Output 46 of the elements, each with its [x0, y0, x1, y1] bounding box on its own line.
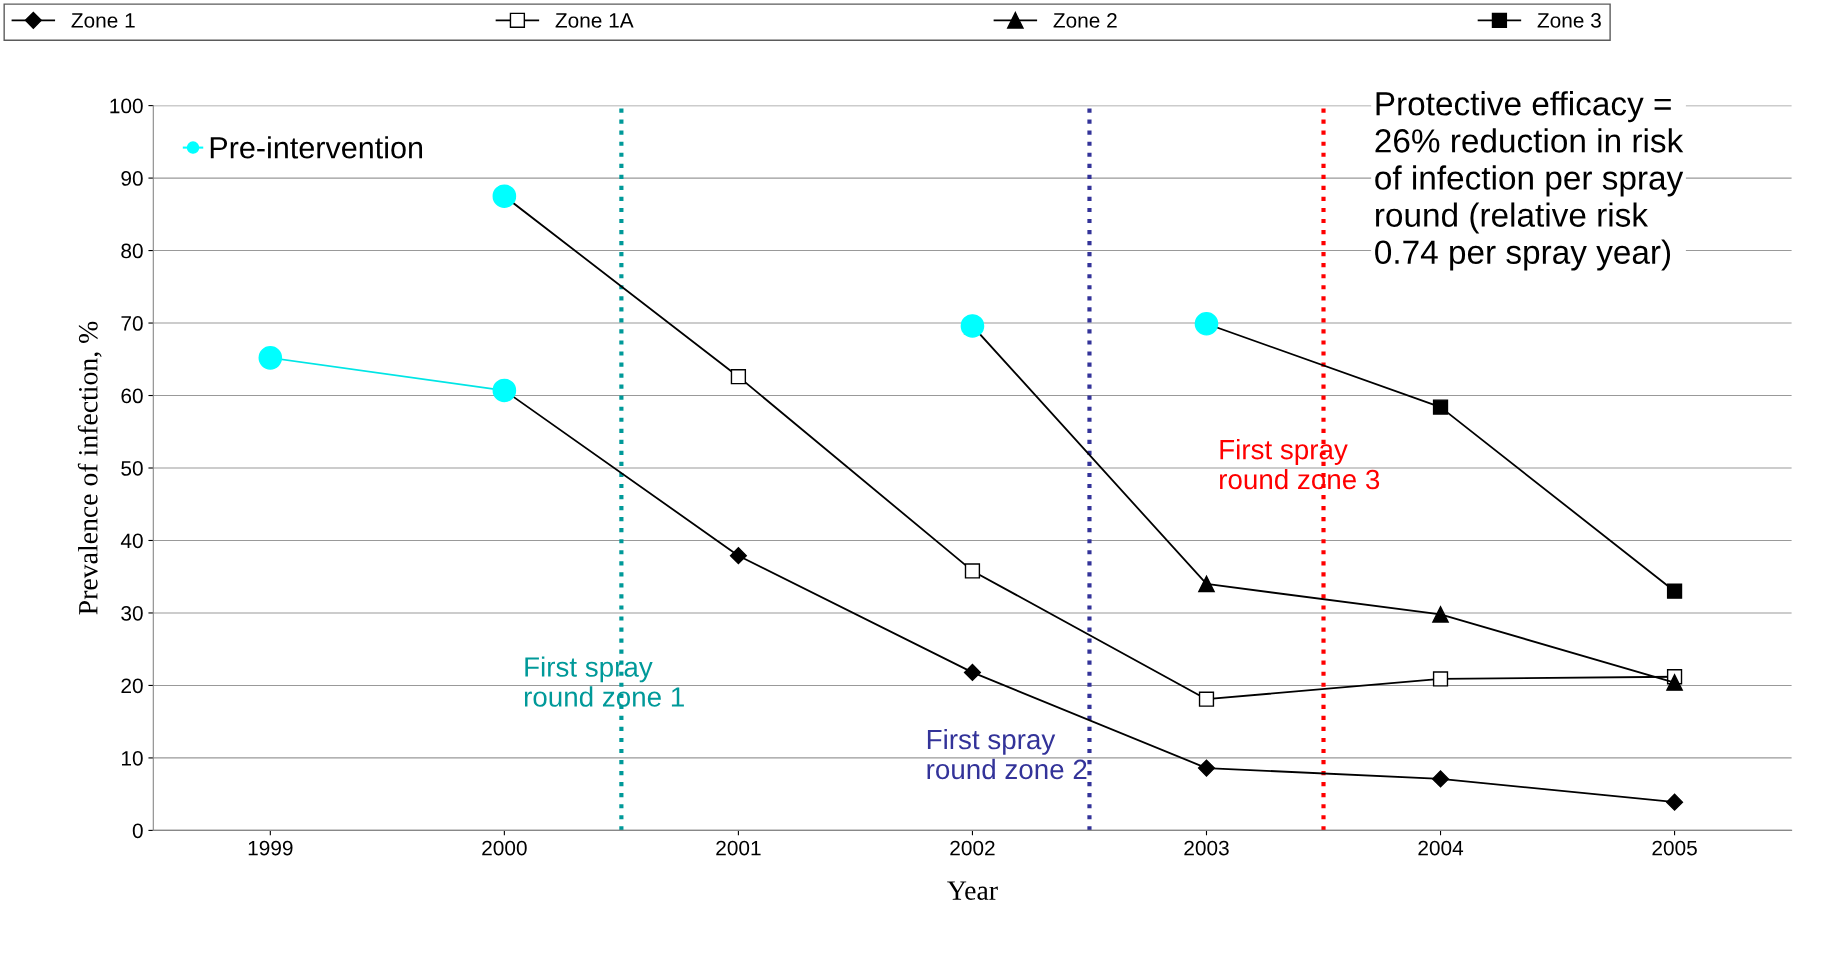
legend-label: Zone 1A: [555, 13, 634, 28]
x-tick-label: 2000: [482, 840, 527, 856]
point: [1666, 583, 1683, 599]
legend-label: Pre-intervention: [210, 136, 423, 159]
y-tick-label: 40: [120, 533, 143, 549]
point: [1666, 793, 1684, 811]
x-tick-label: 2005: [1652, 840, 1697, 856]
y-tick-label: 70: [121, 316, 143, 331]
legend-label: Zone 3: [1537, 13, 1601, 28]
y-tick-label: 20: [121, 678, 143, 694]
y-tick-label: 50: [121, 461, 143, 476]
y-tick-label: 30: [121, 605, 143, 621]
point: [492, 184, 517, 209]
y-tick-label: 80: [121, 243, 143, 259]
y-axis-title: Prevalence of infection, %: [77, 321, 102, 615]
y-tick-label: 60: [121, 388, 143, 404]
point: [1432, 671, 1449, 687]
x-tick-label: 2001: [716, 840, 761, 856]
y-tick-label: 10: [122, 750, 143, 766]
point: [730, 369, 747, 385]
x-tick-label: 1999: [248, 840, 293, 856]
x-axis-title: Year: [947, 881, 998, 900]
point: [1432, 606, 1449, 623]
point: [1666, 674, 1683, 691]
point: [729, 547, 747, 565]
point: [964, 563, 981, 579]
point: [963, 663, 981, 681]
point: [1194, 311, 1219, 336]
point: [1198, 575, 1215, 593]
legend-label: Zone 1: [71, 13, 135, 28]
ref-line-label: First spray round zone 3: [1220, 439, 1380, 490]
ref-line-label: First spray round zone 2: [927, 728, 1087, 780]
y-tick-label: 90: [121, 171, 143, 186]
y-tick-label: 0: [132, 823, 143, 839]
x-tick-label: 2002: [950, 840, 995, 856]
x-tick-label: 2003: [1184, 840, 1229, 856]
point: [1431, 770, 1450, 788]
annotation: Protective efficacy = 26% reduction in risk of infection per spray round (relative risk 0.74 per spray year): [1375, 91, 1684, 271]
y-tick-label: 100: [110, 98, 143, 114]
legend-label: Zone 2: [1053, 13, 1117, 28]
point: [258, 346, 283, 370]
x-tick-label: 2004: [1418, 840, 1464, 856]
point: [1432, 399, 1449, 415]
ref-line-label: First spray round zone 1: [524, 656, 684, 707]
point: [1197, 759, 1216, 777]
point: [1198, 691, 1215, 707]
